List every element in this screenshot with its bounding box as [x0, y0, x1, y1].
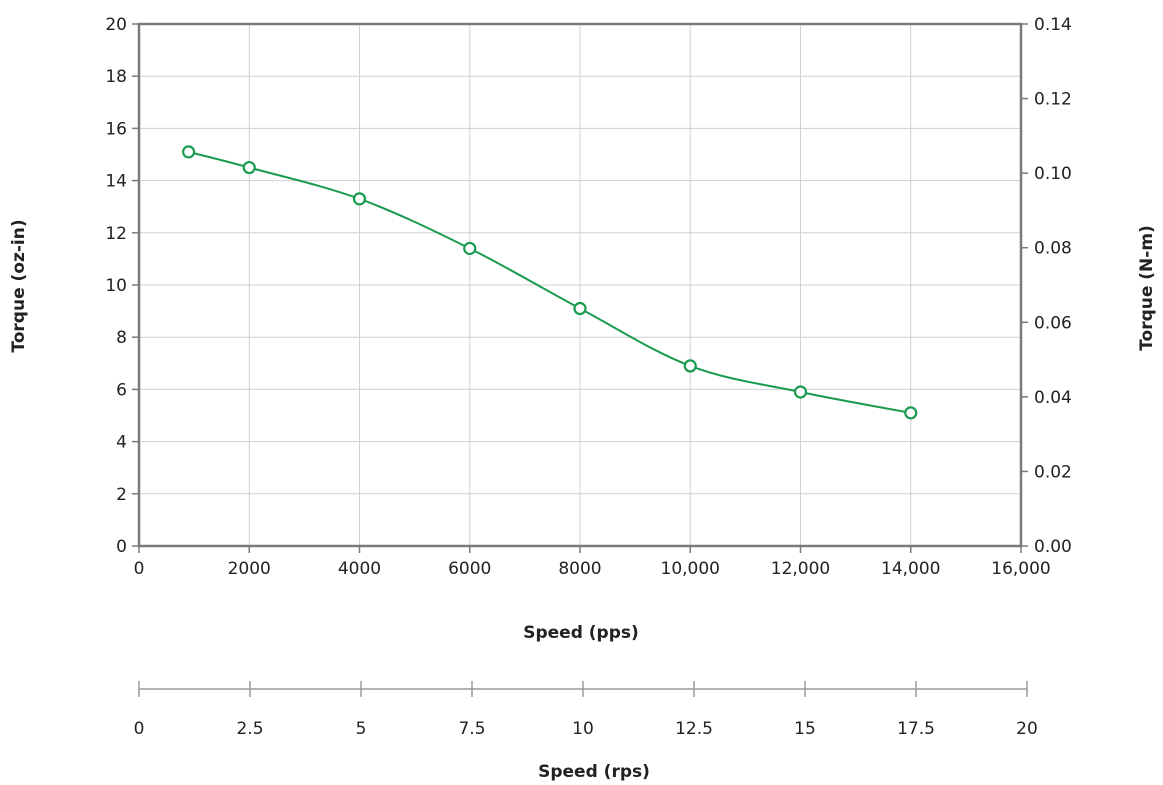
x-tick-label: 0 — [134, 559, 145, 579]
y-axis-title-right: Torque (N-m) — [1137, 225, 1157, 351]
y-axis-right: 0.00 0.02 0.04 0.06 0.08 0.10 0.12 0.14 — [1021, 15, 1072, 557]
x2-tick-label: 20 — [1016, 719, 1038, 739]
y-tick-label: 2 — [116, 485, 127, 505]
x2-tick-label: 12.5 — [675, 719, 713, 739]
x-axis-rps: 0 2.5 5 7.5 10 12.5 15 17.5 20 — [134, 681, 1038, 739]
data-point — [463, 241, 477, 256]
x2-tick-label: 10 — [572, 719, 594, 739]
y2-tick-label: 0.02 — [1034, 462, 1072, 482]
data-point — [793, 385, 808, 399]
x2-tick-label: 17.5 — [897, 719, 935, 739]
x2-tick-label: 0 — [134, 719, 145, 739]
data-point — [182, 145, 196, 159]
y-axis-left: 0 2 4 6 8 10 12 14 16 18 20 — [105, 15, 139, 557]
x2-tick-label: 2.5 — [236, 719, 263, 739]
x-axis-pps: 0 2000 4000 6000 8000 10,000 12,000 14,000 16,00… — [134, 546, 1051, 579]
x-tick-label: 6000 — [448, 559, 491, 579]
x-tick-label: 10,000 — [661, 559, 720, 579]
grid — [139, 24, 1021, 546]
series — [182, 145, 918, 420]
x-tick-label: 2000 — [228, 559, 271, 579]
data-point — [352, 192, 367, 206]
y-tick-label: 6 — [116, 380, 127, 400]
y2-tick-label: 0.12 — [1034, 90, 1072, 110]
y-tick-label: 18 — [105, 67, 127, 87]
x2-tick-label: 5 — [356, 719, 367, 739]
y-tick-label: 20 — [105, 15, 127, 35]
data-point — [242, 160, 256, 175]
y-tick-label: 10 — [105, 276, 127, 296]
x-tick-label: 12,000 — [771, 559, 830, 579]
y2-tick-label: 0.06 — [1034, 313, 1072, 333]
y-tick-label: 8 — [116, 328, 127, 348]
y-tick-label: 0 — [116, 537, 127, 557]
x2-tick-label: 15 — [794, 719, 816, 739]
x-tick-label: 14,000 — [881, 559, 940, 579]
x2-tick-label: 7.5 — [458, 719, 485, 739]
y2-tick-label: 0.10 — [1034, 164, 1072, 184]
y-axis-title-left: Torque (oz-in) — [9, 219, 29, 352]
y2-tick-label: 0.08 — [1034, 239, 1072, 259]
x-axis-title-pps: Speed (pps) — [523, 623, 639, 643]
y-tick-label: 4 — [116, 433, 127, 453]
data-point — [573, 301, 587, 316]
y2-tick-label: 0.00 — [1034, 537, 1072, 557]
series-line — [188, 150, 911, 414]
y-tick-label: 16 — [105, 119, 127, 139]
y-tick-label: 14 — [105, 172, 127, 192]
y-tick-label: 12 — [105, 224, 127, 244]
data-point — [904, 406, 918, 420]
x-axis-title-rps: Speed (rps) — [538, 762, 650, 782]
x-tick-label: 16,000 — [991, 559, 1050, 579]
x-tick-label: 4000 — [338, 559, 381, 579]
y2-tick-label: 0.14 — [1034, 15, 1072, 35]
y2-tick-label: 0.04 — [1034, 388, 1072, 408]
x-tick-label: 8000 — [558, 559, 601, 579]
data-point — [683, 359, 697, 373]
